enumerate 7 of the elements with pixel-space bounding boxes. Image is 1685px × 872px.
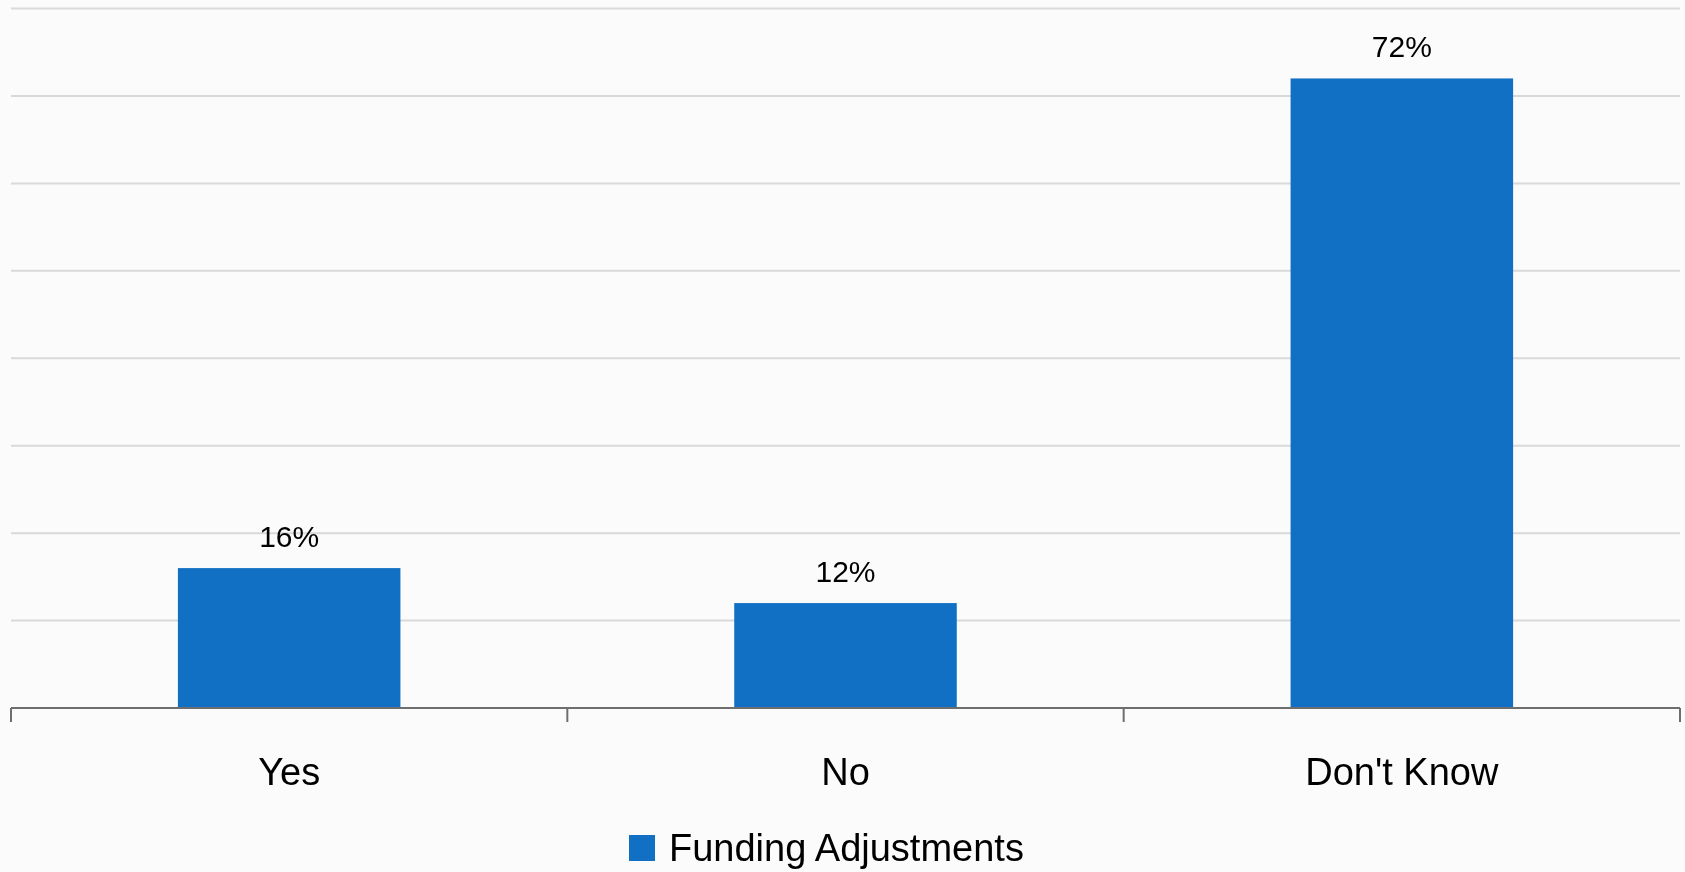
x-tick-label: Don't Know (1305, 751, 1499, 793)
legend-label: Funding Adjustments (669, 827, 1024, 869)
data-label: 72% (1371, 30, 1432, 64)
x-tick-label: No (821, 751, 870, 793)
x-tick-label: Yes (258, 751, 321, 793)
data-label: 16% (259, 520, 320, 554)
data-label: 12% (815, 555, 876, 589)
